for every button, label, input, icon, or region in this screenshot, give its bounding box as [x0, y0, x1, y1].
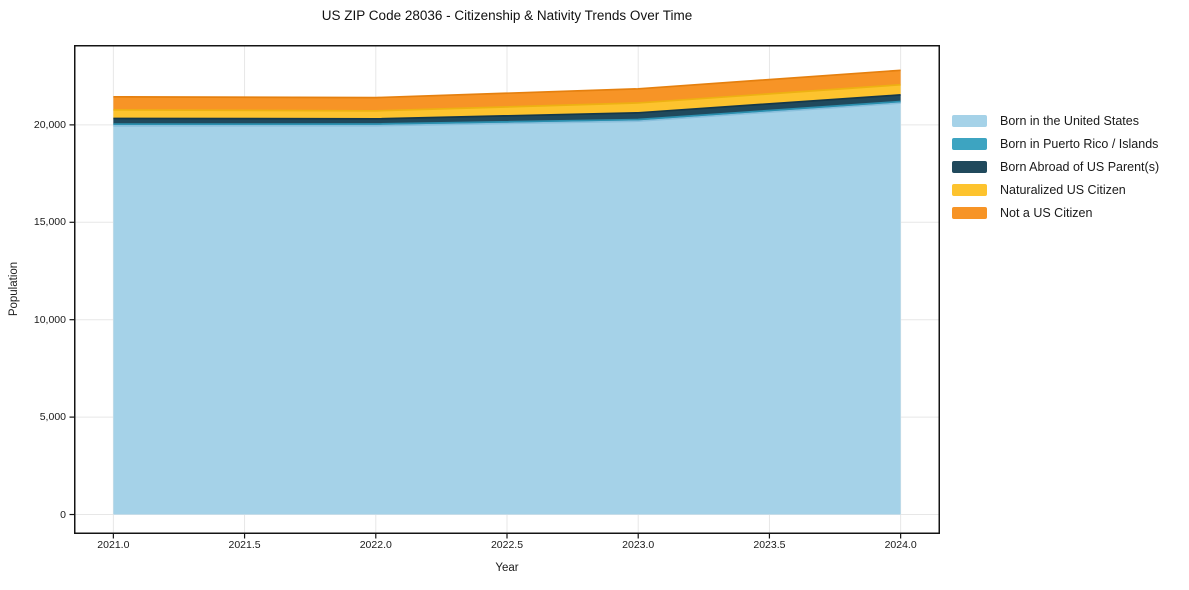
area-edge-line	[113, 94, 901, 120]
legend-item: Naturalized US Citizen	[952, 178, 1159, 201]
area-layer	[113, 94, 901, 125]
y-tick-label: 20,000	[33, 118, 66, 131]
legend-swatch	[952, 114, 987, 127]
area-layer	[113, 103, 901, 515]
axes-frame	[74, 45, 940, 534]
legend-label: Born Abroad of US Parent(s)	[1000, 159, 1160, 174]
y-tick-label: 15,000	[33, 216, 66, 229]
legend-swatch	[952, 137, 987, 150]
legend-swatch	[952, 183, 987, 196]
area-layer	[113, 70, 901, 111]
legend-swatch	[952, 206, 987, 219]
y-axis-label: Population	[8, 261, 20, 317]
x-tick-label: 2023.5	[753, 539, 786, 551]
stacked-area-chart	[69, 45, 940, 539]
legend-item: Not a US Citizen	[952, 201, 1159, 224]
x-tick-label: 2021.5	[228, 539, 261, 551]
area-layer	[113, 84, 901, 119]
legend-swatch	[952, 160, 987, 173]
x-tick-label: 2024.0	[884, 539, 917, 551]
area-edge-line	[113, 100, 901, 125]
x-tick-label: 2021.0	[97, 539, 130, 551]
plot-area	[69, 45, 940, 539]
legend: Born in the United States Born in Puerto …	[952, 109, 1159, 224]
y-tick-label: 5,000	[39, 411, 66, 424]
x-tick-label: 2022.0	[359, 539, 392, 551]
legend-label: Naturalized US Citizen	[1000, 182, 1126, 197]
area-edge-line	[113, 83, 901, 112]
x-tick-label: 2023.0	[622, 539, 655, 551]
legend-label: Born in the United States	[1000, 113, 1139, 128]
legend-item: Born in the United States	[952, 109, 1159, 132]
x-tick-label: 2022.5	[490, 539, 524, 551]
legend-label: Born in Puerto Rico / Islands	[1000, 136, 1159, 151]
x-axis-label: Year	[495, 562, 519, 574]
chart-title: US ZIP Code 28036 - Citizenship & Nativi…	[321, 8, 693, 23]
legend-item: Born in Puerto Rico / Islands	[952, 132, 1159, 155]
y-tick-label: 0	[60, 508, 66, 521]
legend-label: Not a US Citizen	[1000, 205, 1093, 220]
y-tick-label: 10,000	[33, 313, 66, 326]
area-edge-line	[113, 69, 901, 99]
legend-item: Born Abroad of US Parent(s)	[952, 155, 1159, 178]
area-edge-line	[113, 102, 901, 127]
